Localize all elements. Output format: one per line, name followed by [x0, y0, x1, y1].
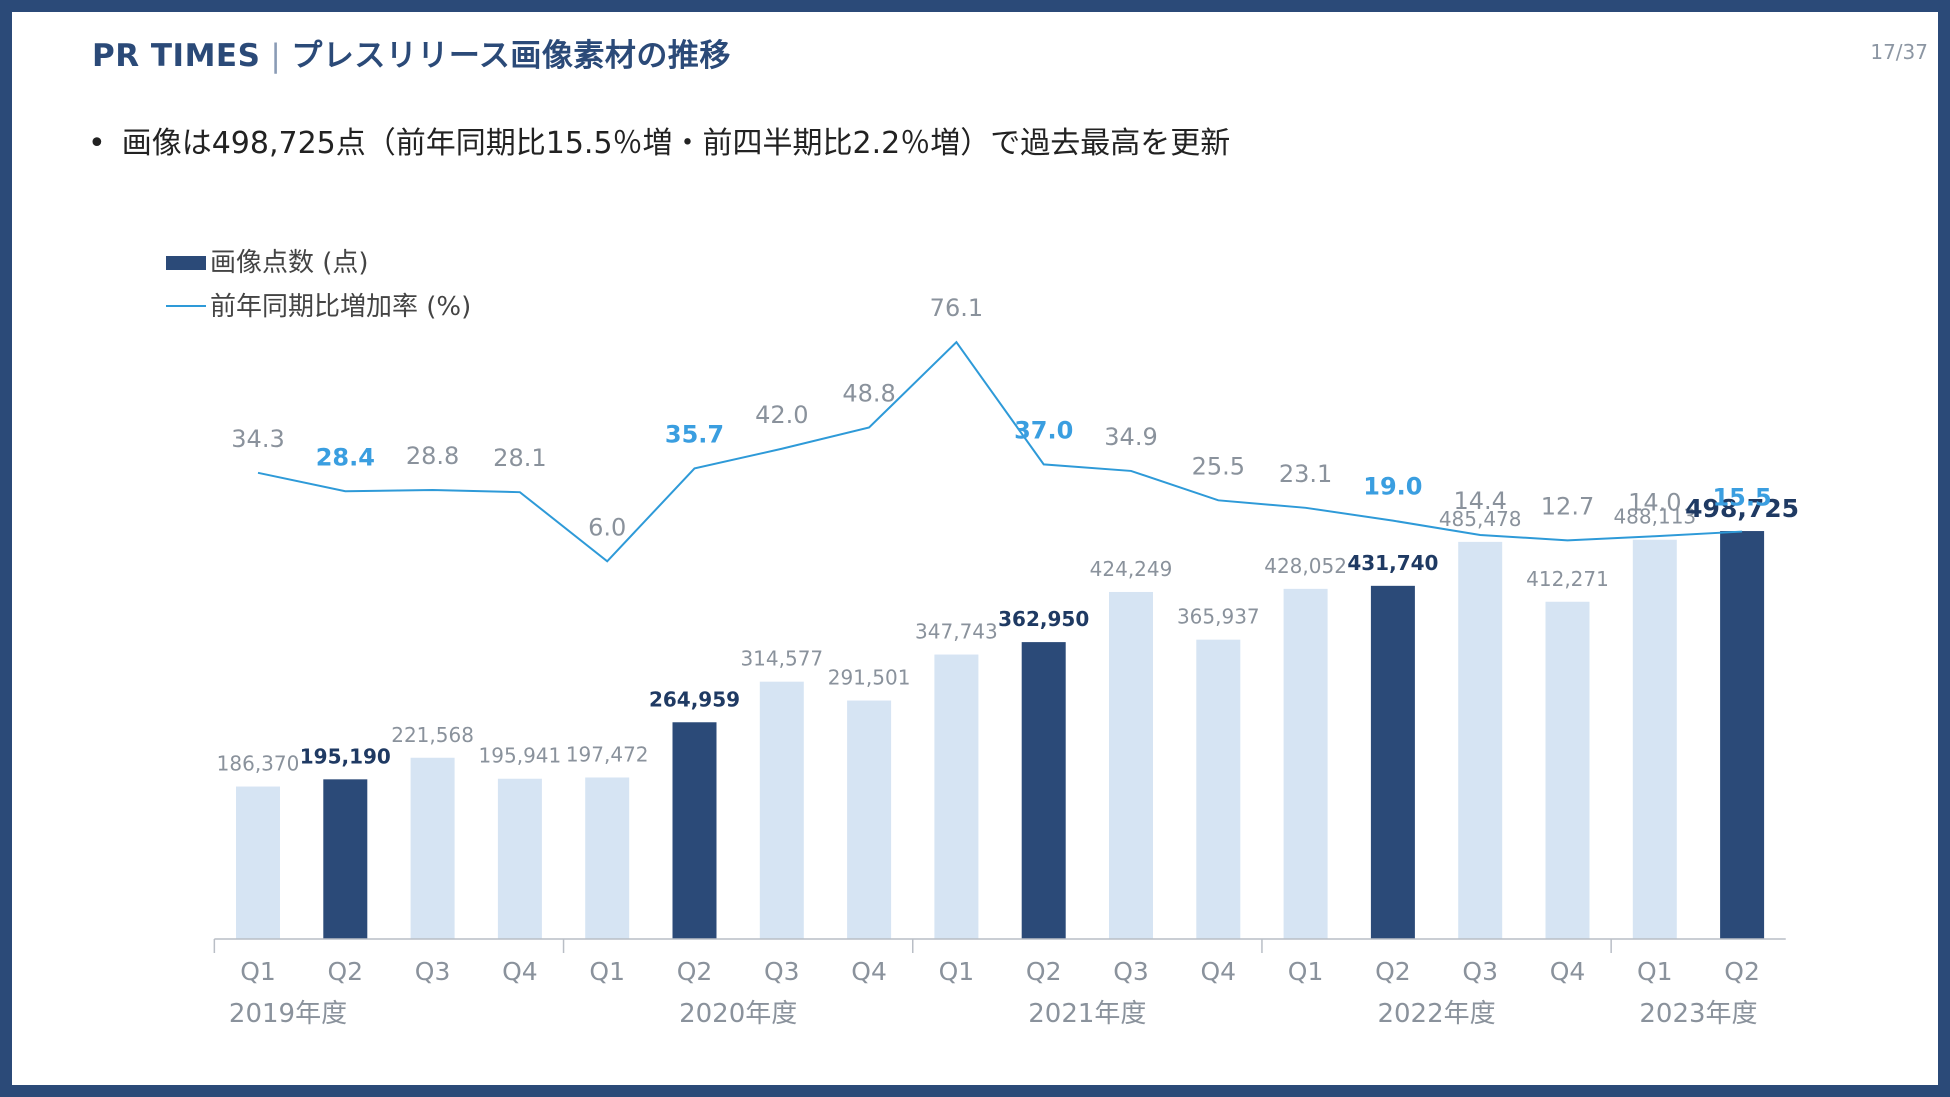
bar-6 [759, 681, 804, 939]
x-tick-label-0: Q1 [240, 957, 276, 986]
summary-bullet: • 画像は498,725点（前年同期比15.5％増・前四半期比2.2％増）で過去最… [88, 118, 1230, 162]
bar-label-14: 485,478 [1439, 507, 1522, 531]
brand-name: PR TIMES [92, 38, 261, 74]
line-label-7: 48.8 [842, 380, 895, 408]
x-tick-label-12: Q1 [1288, 957, 1324, 986]
x-tick-label-8: Q1 [939, 957, 975, 986]
legend-bar-swatch [166, 256, 206, 270]
bar-label-13: 431,740 [1347, 551, 1438, 575]
line-label-12: 23.1 [1279, 460, 1332, 488]
x-tick-label-16: Q1 [1637, 957, 1673, 986]
line-label-5: 35.7 [665, 420, 724, 448]
line-label-10: 34.9 [1104, 423, 1157, 451]
line-label-6: 42.0 [755, 401, 808, 429]
bar-2 [410, 757, 455, 939]
line-label-4: 6.0 [588, 513, 626, 541]
line-label-2: 28.8 [406, 442, 459, 470]
bar-8 [934, 654, 979, 939]
growth-line [257, 340, 1743, 563]
x-tick-label-11: Q4 [1201, 957, 1237, 986]
bar-9 [1021, 642, 1066, 939]
bar-label-12: 428,052 [1264, 554, 1347, 578]
line-label-1: 28.4 [316, 443, 375, 471]
bar-label-15: 412,271 [1526, 567, 1609, 591]
x-axis: Q1 Q2 Q3 Q4 Q1 Q2 Q3 Q4 Q1 Q2 Q3 Q4 Q1 Q2 Q3 Q4 Q1 Q2 2019… [213, 938, 1786, 1029]
bar-0 [236, 786, 280, 939]
x-tick-label-5: Q2 [677, 957, 713, 986]
bullet-dot: • [88, 126, 106, 161]
year-label-1: 2020年度 [679, 999, 797, 1029]
bar-17 [1720, 531, 1765, 939]
bar-1 [323, 779, 368, 939]
line-label-14: 14.4 [1453, 487, 1506, 515]
legend-line-label: 前年同期比増加率 (%) [210, 292, 471, 322]
chart-legend: 画像点数 (点) 前年同期比増加率 (%) [166, 248, 471, 322]
line-label-13: 19.0 [1363, 473, 1422, 501]
x-tick-label-13: Q2 [1375, 957, 1411, 986]
x-tick-label-17: Q2 [1724, 957, 1760, 986]
x-tick-label-1: Q2 [328, 957, 364, 986]
x-tick-label-15: Q4 [1550, 957, 1586, 986]
line-label-8: 76.1 [930, 294, 983, 322]
page-title: PR TIMES | プレスリリース画像素材の推移 [92, 30, 731, 75]
bar-label-3: 195,941 [479, 744, 562, 768]
x-tick-label-6: Q3 [764, 957, 800, 986]
title-separator: | [270, 38, 282, 74]
bar-3 [497, 778, 542, 939]
bar-15 [1545, 601, 1590, 939]
bar-16 [1632, 539, 1677, 939]
title-text: プレスリリース画像素材の推移 [291, 38, 731, 74]
line-label-9: 37.0 [1014, 416, 1073, 444]
year-label-4: 2023年度 [1639, 999, 1757, 1029]
bar-label-9: 362,950 [998, 607, 1089, 631]
year-label-0: 2019年度 [229, 999, 347, 1029]
x-tick-label-9: Q2 [1026, 957, 1062, 986]
bar-label-0: 186,370 [217, 752, 300, 776]
year-label-2: 2021年度 [1028, 999, 1146, 1029]
bar-label-5: 264,959 [649, 687, 740, 711]
bar-5 [672, 722, 717, 939]
x-tick-label-14: Q3 [1462, 957, 1498, 986]
bar-label-16: 488,113 [1613, 505, 1696, 529]
bar-10 [1109, 591, 1153, 939]
bar-11 [1196, 639, 1241, 939]
x-tick-label-2: Q3 [415, 957, 451, 986]
bar-12 [1283, 588, 1328, 939]
bar-label-8: 347,743 [915, 620, 998, 644]
bar-label-17: 498,725 [1685, 494, 1799, 523]
line-label-11: 25.5 [1192, 452, 1245, 480]
bar-label-10: 424,249 [1090, 557, 1173, 581]
bar-4 [585, 777, 630, 939]
line-series [257, 340, 1743, 563]
x-tick-label-7: Q4 [851, 957, 887, 986]
line-label-16: 14.0 [1628, 488, 1681, 516]
bar-14 [1458, 541, 1503, 939]
bar-label-6: 314,577 [740, 647, 823, 671]
line-label-0: 34.3 [231, 425, 284, 453]
bar-13 [1370, 585, 1415, 939]
line-label-3: 28.1 [493, 444, 546, 472]
legend-bar-label: 画像点数 (点) [210, 248, 369, 278]
line-label-17: 15.5 [1712, 484, 1771, 512]
bar-label-11: 365,937 [1177, 605, 1260, 629]
bar-label-7: 291,501 [828, 666, 911, 690]
x-tick-label-3: Q4 [502, 957, 538, 986]
bar-series [236, 531, 1765, 939]
summary-text: 画像は498,725点（前年同期比15.5％増・前四半期比2.2％増）で過去最高… [121, 126, 1231, 161]
bar-label-4: 197,472 [566, 742, 649, 766]
bar-label-2: 221,568 [391, 723, 474, 747]
line-value-labels: 34.3 28.4 28.8 28.1 6.0 35.7 42.0 48.8 76.1 37.0 3… [231, 294, 1771, 541]
x-tick-label-4: Q1 [589, 957, 625, 986]
page-number: 17/37 [1870, 40, 1928, 64]
x-tick-label-10: Q3 [1113, 957, 1149, 986]
line-label-15: 12.7 [1541, 492, 1594, 520]
bar-7 [847, 700, 892, 939]
year-label-3: 2022年度 [1377, 999, 1495, 1029]
bar-label-1: 195,190 [300, 744, 391, 768]
